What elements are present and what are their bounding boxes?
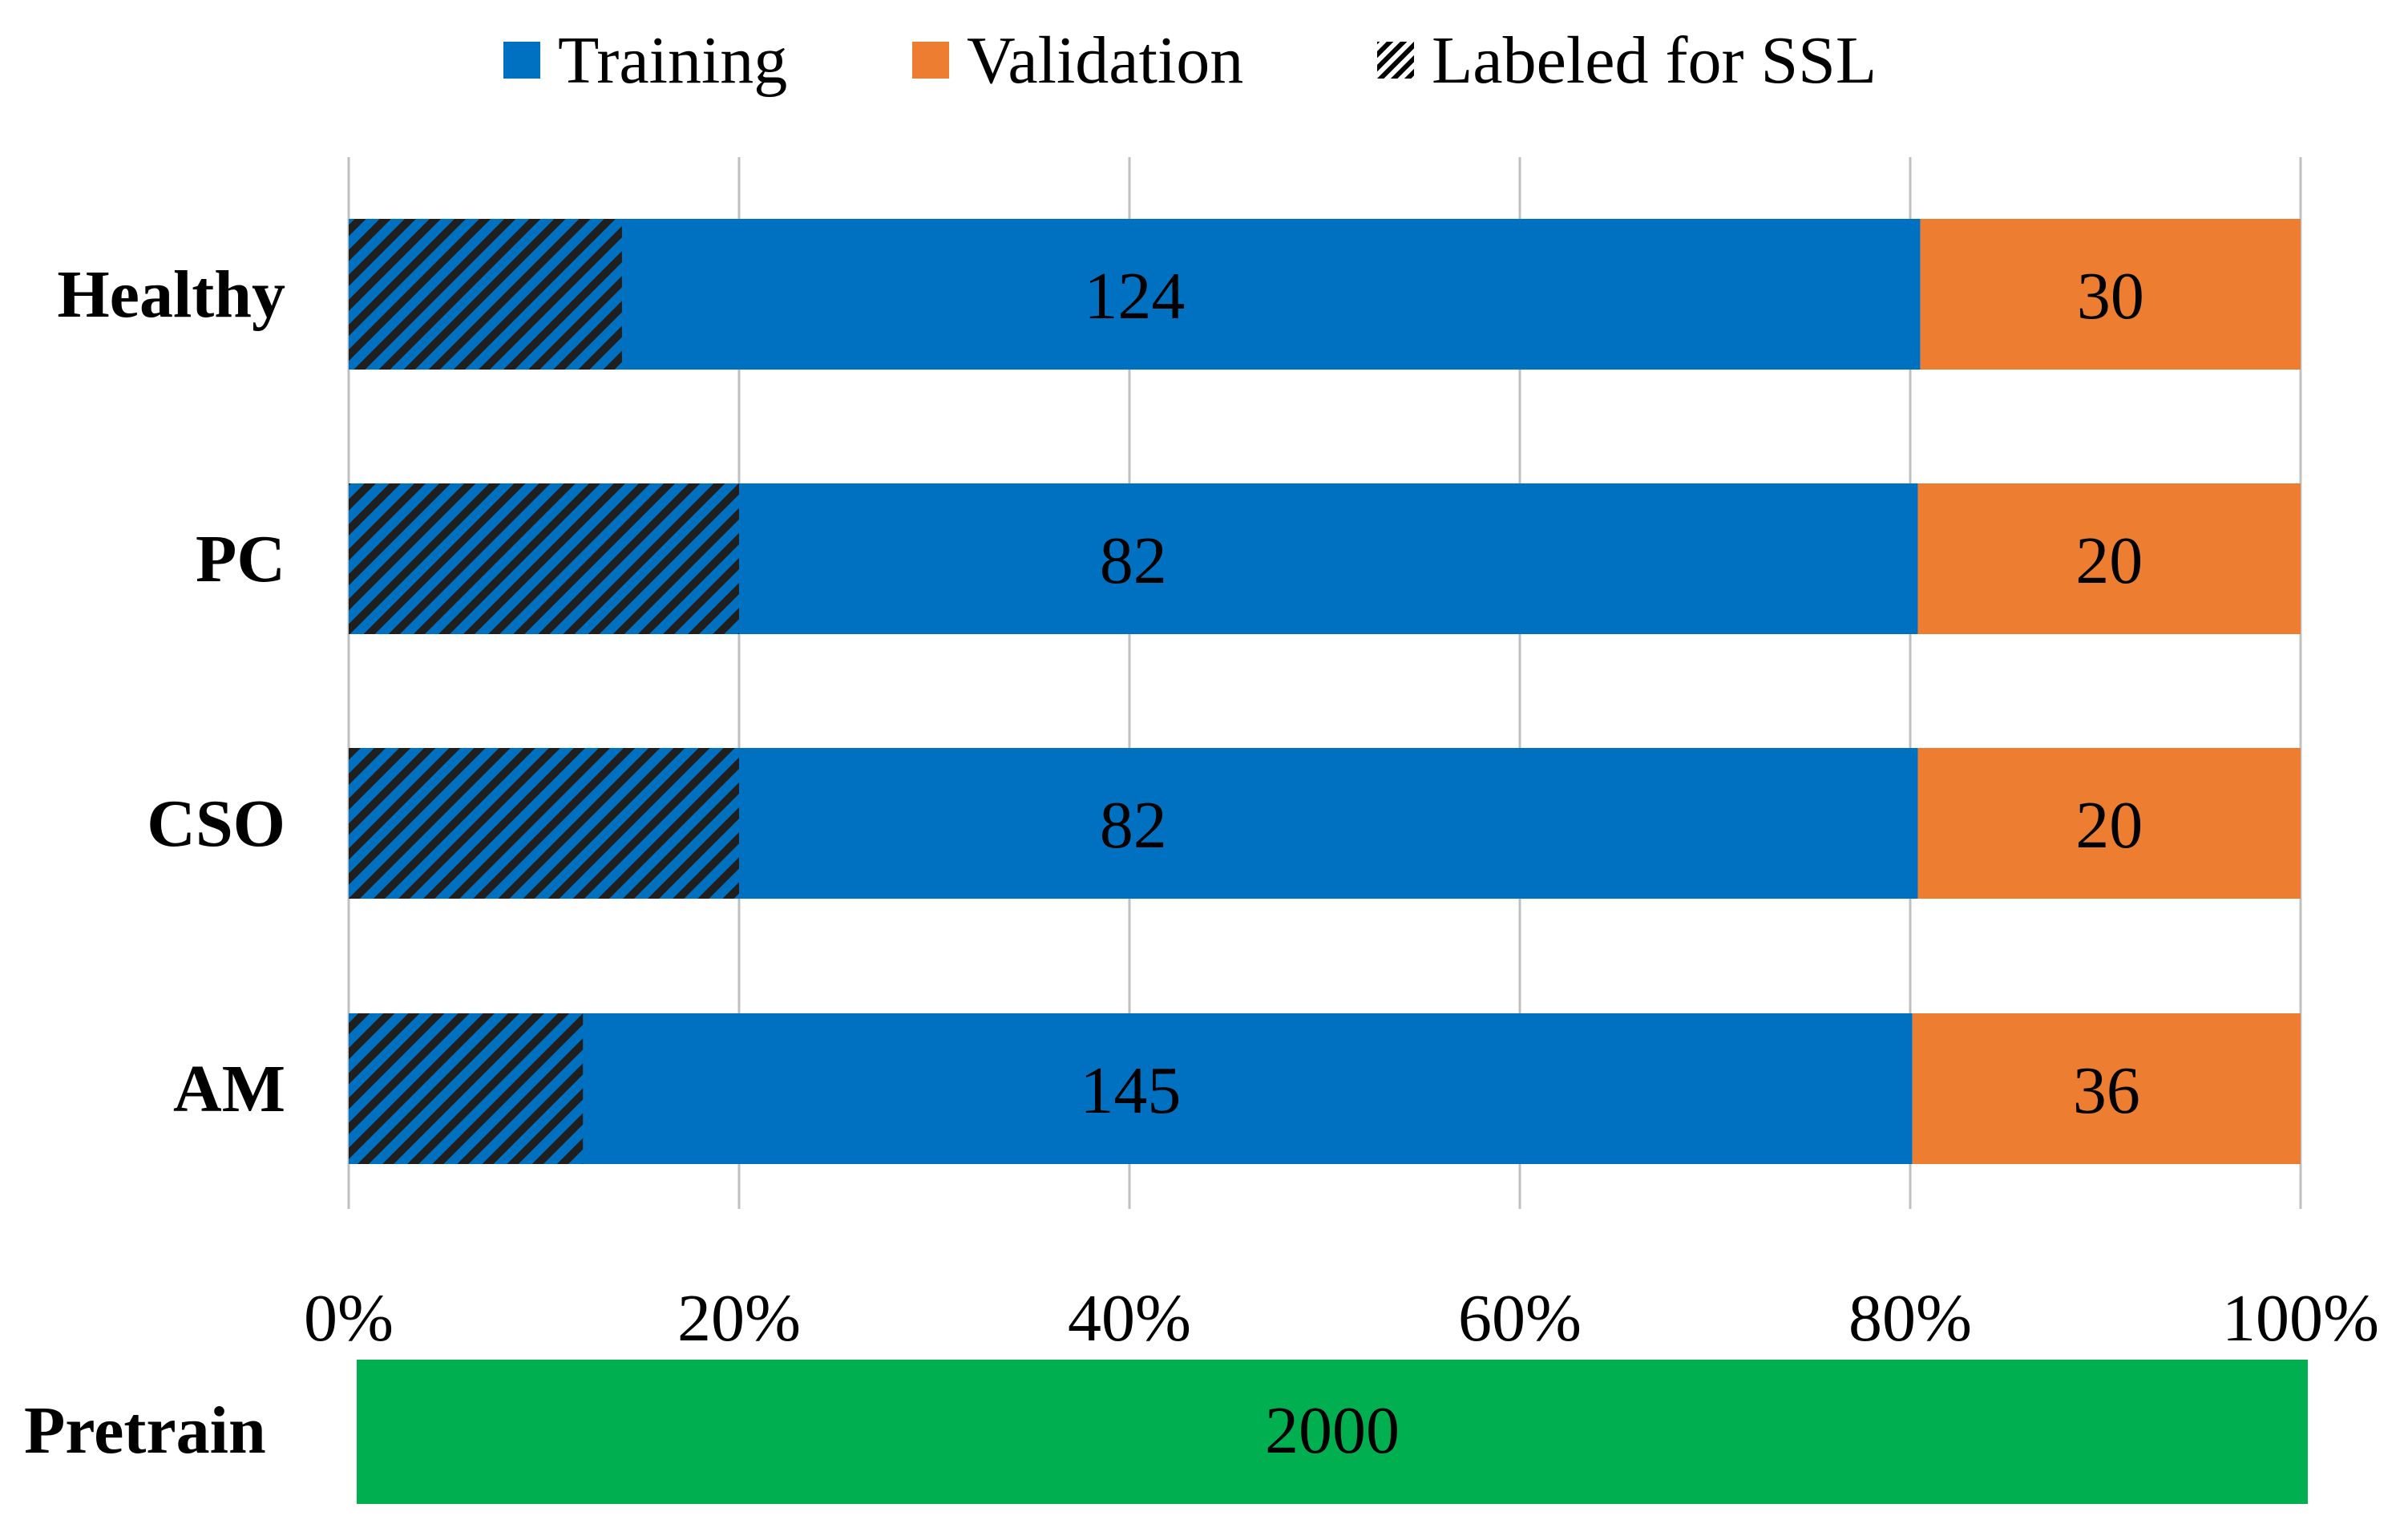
legend-label-labeled-for-ssl: Labeled for SSL [1432,23,1877,98]
x-tick-label: 100% [2222,1281,2379,1356]
legend: Training Validation Labeled for SSL [503,23,1877,98]
data-label-training-healthy: 124 [1084,259,1185,333]
bar-labeled-ssl-am [349,1013,584,1164]
legend-label-training: Training [558,23,787,98]
bar-validation-healthy [1920,219,2301,370]
x-tick-label: 40% [1068,1281,1191,1356]
category-label-cso: CSO [147,786,285,861]
x-tick-label: 0% [304,1281,394,1356]
x-tick-label: 20% [677,1281,801,1356]
pretrain-bar [357,1360,2308,1504]
category-label-am: AM [173,1052,285,1126]
category-label-healthy: Healthy [57,257,285,332]
legend-swatch-training [503,42,540,79]
bar-labeled-ssl-healthy [349,219,622,370]
x-tick-label: 80% [1848,1281,1972,1356]
bar-validation-pc [1917,483,2301,634]
bar-validation-cso [1917,748,2301,899]
bars: Healthy 124 30 PC 82 20 CSO 82 20 AM 145 36 [57,219,2301,1164]
data-label-validation-healthy: 30 [2077,259,2144,333]
data-label-validation-pc: 20 [2075,523,2143,598]
data-label-training-cso: 82 [1100,788,1167,863]
x-tick-label: 60% [1458,1281,1582,1356]
bar-validation-am [1912,1013,2301,1164]
pretrain-value-label: 2000 [1265,1393,1400,1468]
x-axis-ticks: 0% 20% 40% 60% 80% 100% [304,1281,2379,1356]
data-label-training-am: 145 [1080,1053,1181,1128]
data-label-validation-cso: 20 [2075,788,2143,863]
bar-labeled-ssl-pc [349,483,739,634]
category-label-pc: PC [196,522,285,596]
bar-training-am [349,1013,1913,1164]
bar-labeled-ssl-cso [349,748,739,899]
pretrain-label: Pretrain [24,1393,266,1468]
data-label-training-pc: 82 [1100,523,1167,598]
legend-swatch-validation [912,42,949,79]
pretrain-bar-group: 2000 Pretrain [24,1360,2308,1504]
legend-swatch-labeled-for-ssl [1377,42,1414,79]
data-label-validation-am: 36 [2073,1053,2140,1128]
legend-label-validation: Validation [967,23,1243,98]
